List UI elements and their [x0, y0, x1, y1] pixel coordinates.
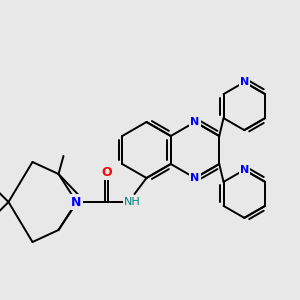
Text: N: N	[71, 196, 82, 208]
Text: N: N	[240, 77, 249, 87]
Text: O: O	[101, 166, 112, 178]
Text: N: N	[190, 173, 200, 183]
Text: NH: NH	[124, 197, 141, 207]
Text: N: N	[190, 117, 200, 127]
Text: N: N	[240, 165, 249, 175]
